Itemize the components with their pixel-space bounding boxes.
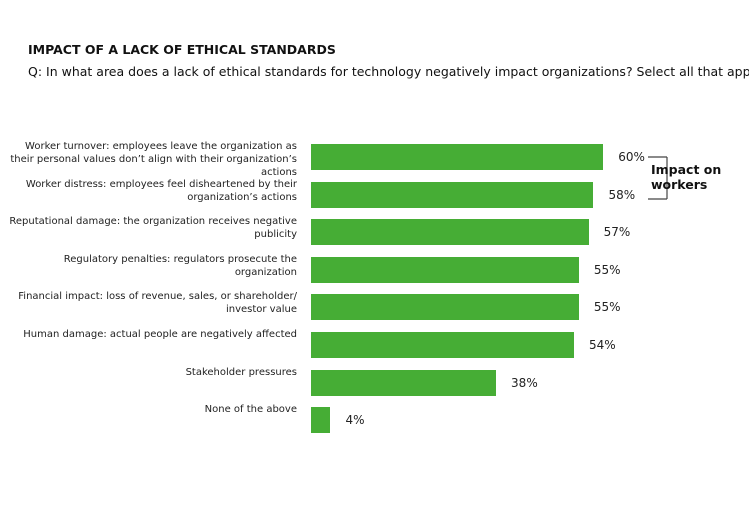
bar [311, 144, 604, 170]
value-label: 4% [345, 413, 365, 428]
category-label: Stakeholder pressures [185, 366, 297, 378]
chart-subtitle: Q: In what area does a lack of ethical s… [28, 64, 749, 79]
category-label: Worker turnover: employees leave the org… [10, 141, 297, 178]
bar [311, 219, 589, 246]
value-label: 54% [588, 338, 616, 352]
chart-title: IMPACT OF A LACK OF ETHICAL STANDARDS [28, 42, 336, 57]
category-label: Reputational damage: the organization re… [9, 216, 297, 241]
annotation: Impact on workers [651, 162, 722, 192]
bar [311, 181, 594, 208]
category-label: Human damage: actual people are negative… [23, 329, 297, 340]
bar [311, 369, 497, 396]
value-label: 60% [618, 150, 645, 164]
bar [311, 332, 574, 358]
value-label: 57% [603, 225, 631, 240]
bar [311, 294, 579, 321]
value-label: 58% [608, 187, 636, 202]
category-label: Regulatory penalties: regulators prosecu… [63, 253, 297, 278]
bar [311, 256, 579, 283]
category-label: None of the above [204, 404, 297, 416]
value-label: 55% [593, 262, 621, 277]
category-label: Financial impact: loss of revenue, sales… [18, 291, 297, 316]
bar [311, 407, 331, 434]
value-label: 55% [593, 300, 621, 315]
category-label: Worker distress: employees feel disheart… [25, 178, 297, 203]
value-label: 38% [511, 375, 538, 390]
